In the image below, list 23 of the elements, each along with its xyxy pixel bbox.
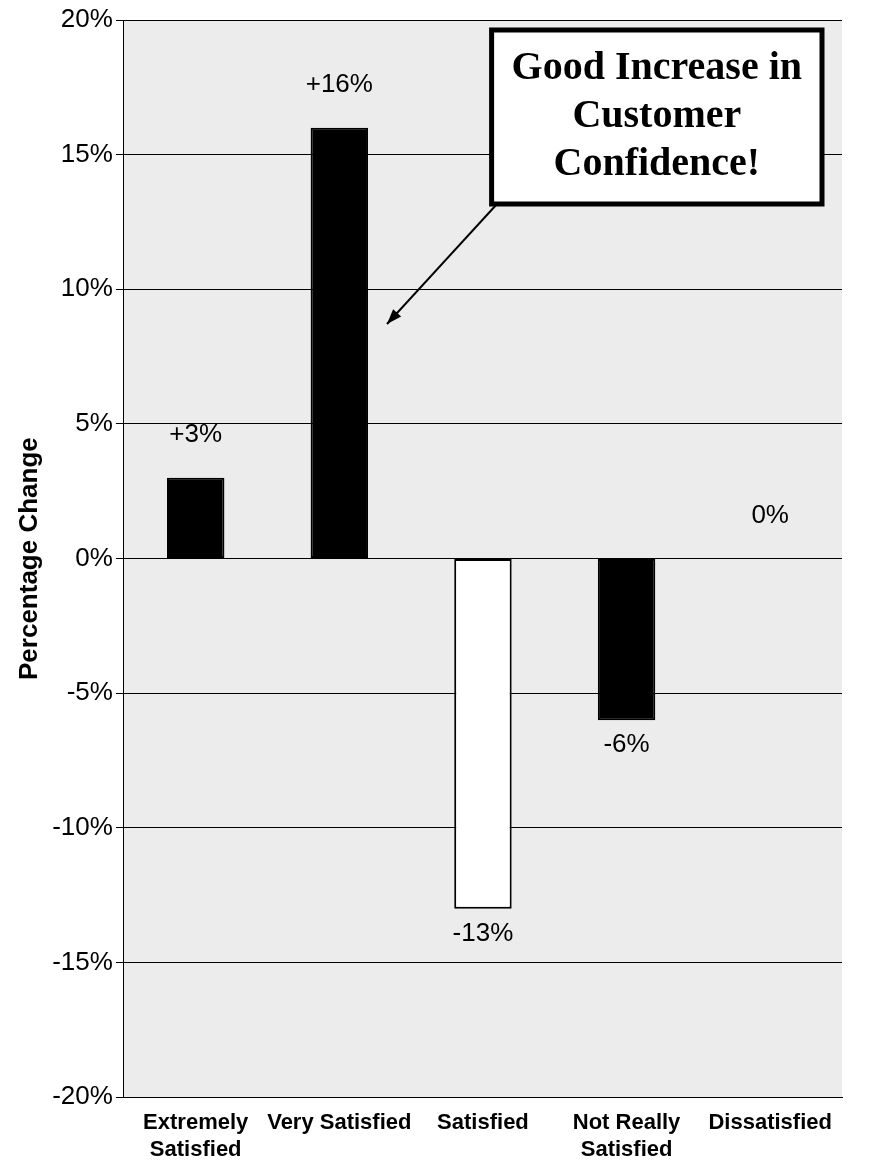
y-tick-label: -10% [52,811,113,842]
category-label: Satisfied [149,1135,242,1161]
y-tick-label: 15% [60,137,113,168]
y-tick-label: -5% [66,676,113,707]
y-tick-label: -20% [52,1080,113,1111]
x-tick-label: Very Satisfied [267,1109,412,1135]
y-tick-label: 5% [75,407,113,438]
data-label: -13% [452,916,514,947]
data-label: +16% [305,67,373,98]
data-label: 0% [751,498,789,529]
y-tick-label: 0% [75,541,113,572]
x-tick-label: Satisfied [437,1109,529,1135]
category-label: Not Really [572,1109,681,1135]
category-label: Satisfied [580,1135,673,1161]
annotation: Good Increase in Customer Confidence! [511,43,802,185]
category-label: Extremely [143,1109,249,1135]
y-tick-label: 20% [60,3,113,34]
y-tick-label: 10% [60,272,113,303]
data-label: +3% [169,417,223,448]
x-tick-label: Dissatisfied [708,1109,832,1135]
y-axis-title: Percentage Change [12,437,43,680]
data-label: -6% [603,728,650,759]
y-tick-label: -15% [52,945,113,976]
